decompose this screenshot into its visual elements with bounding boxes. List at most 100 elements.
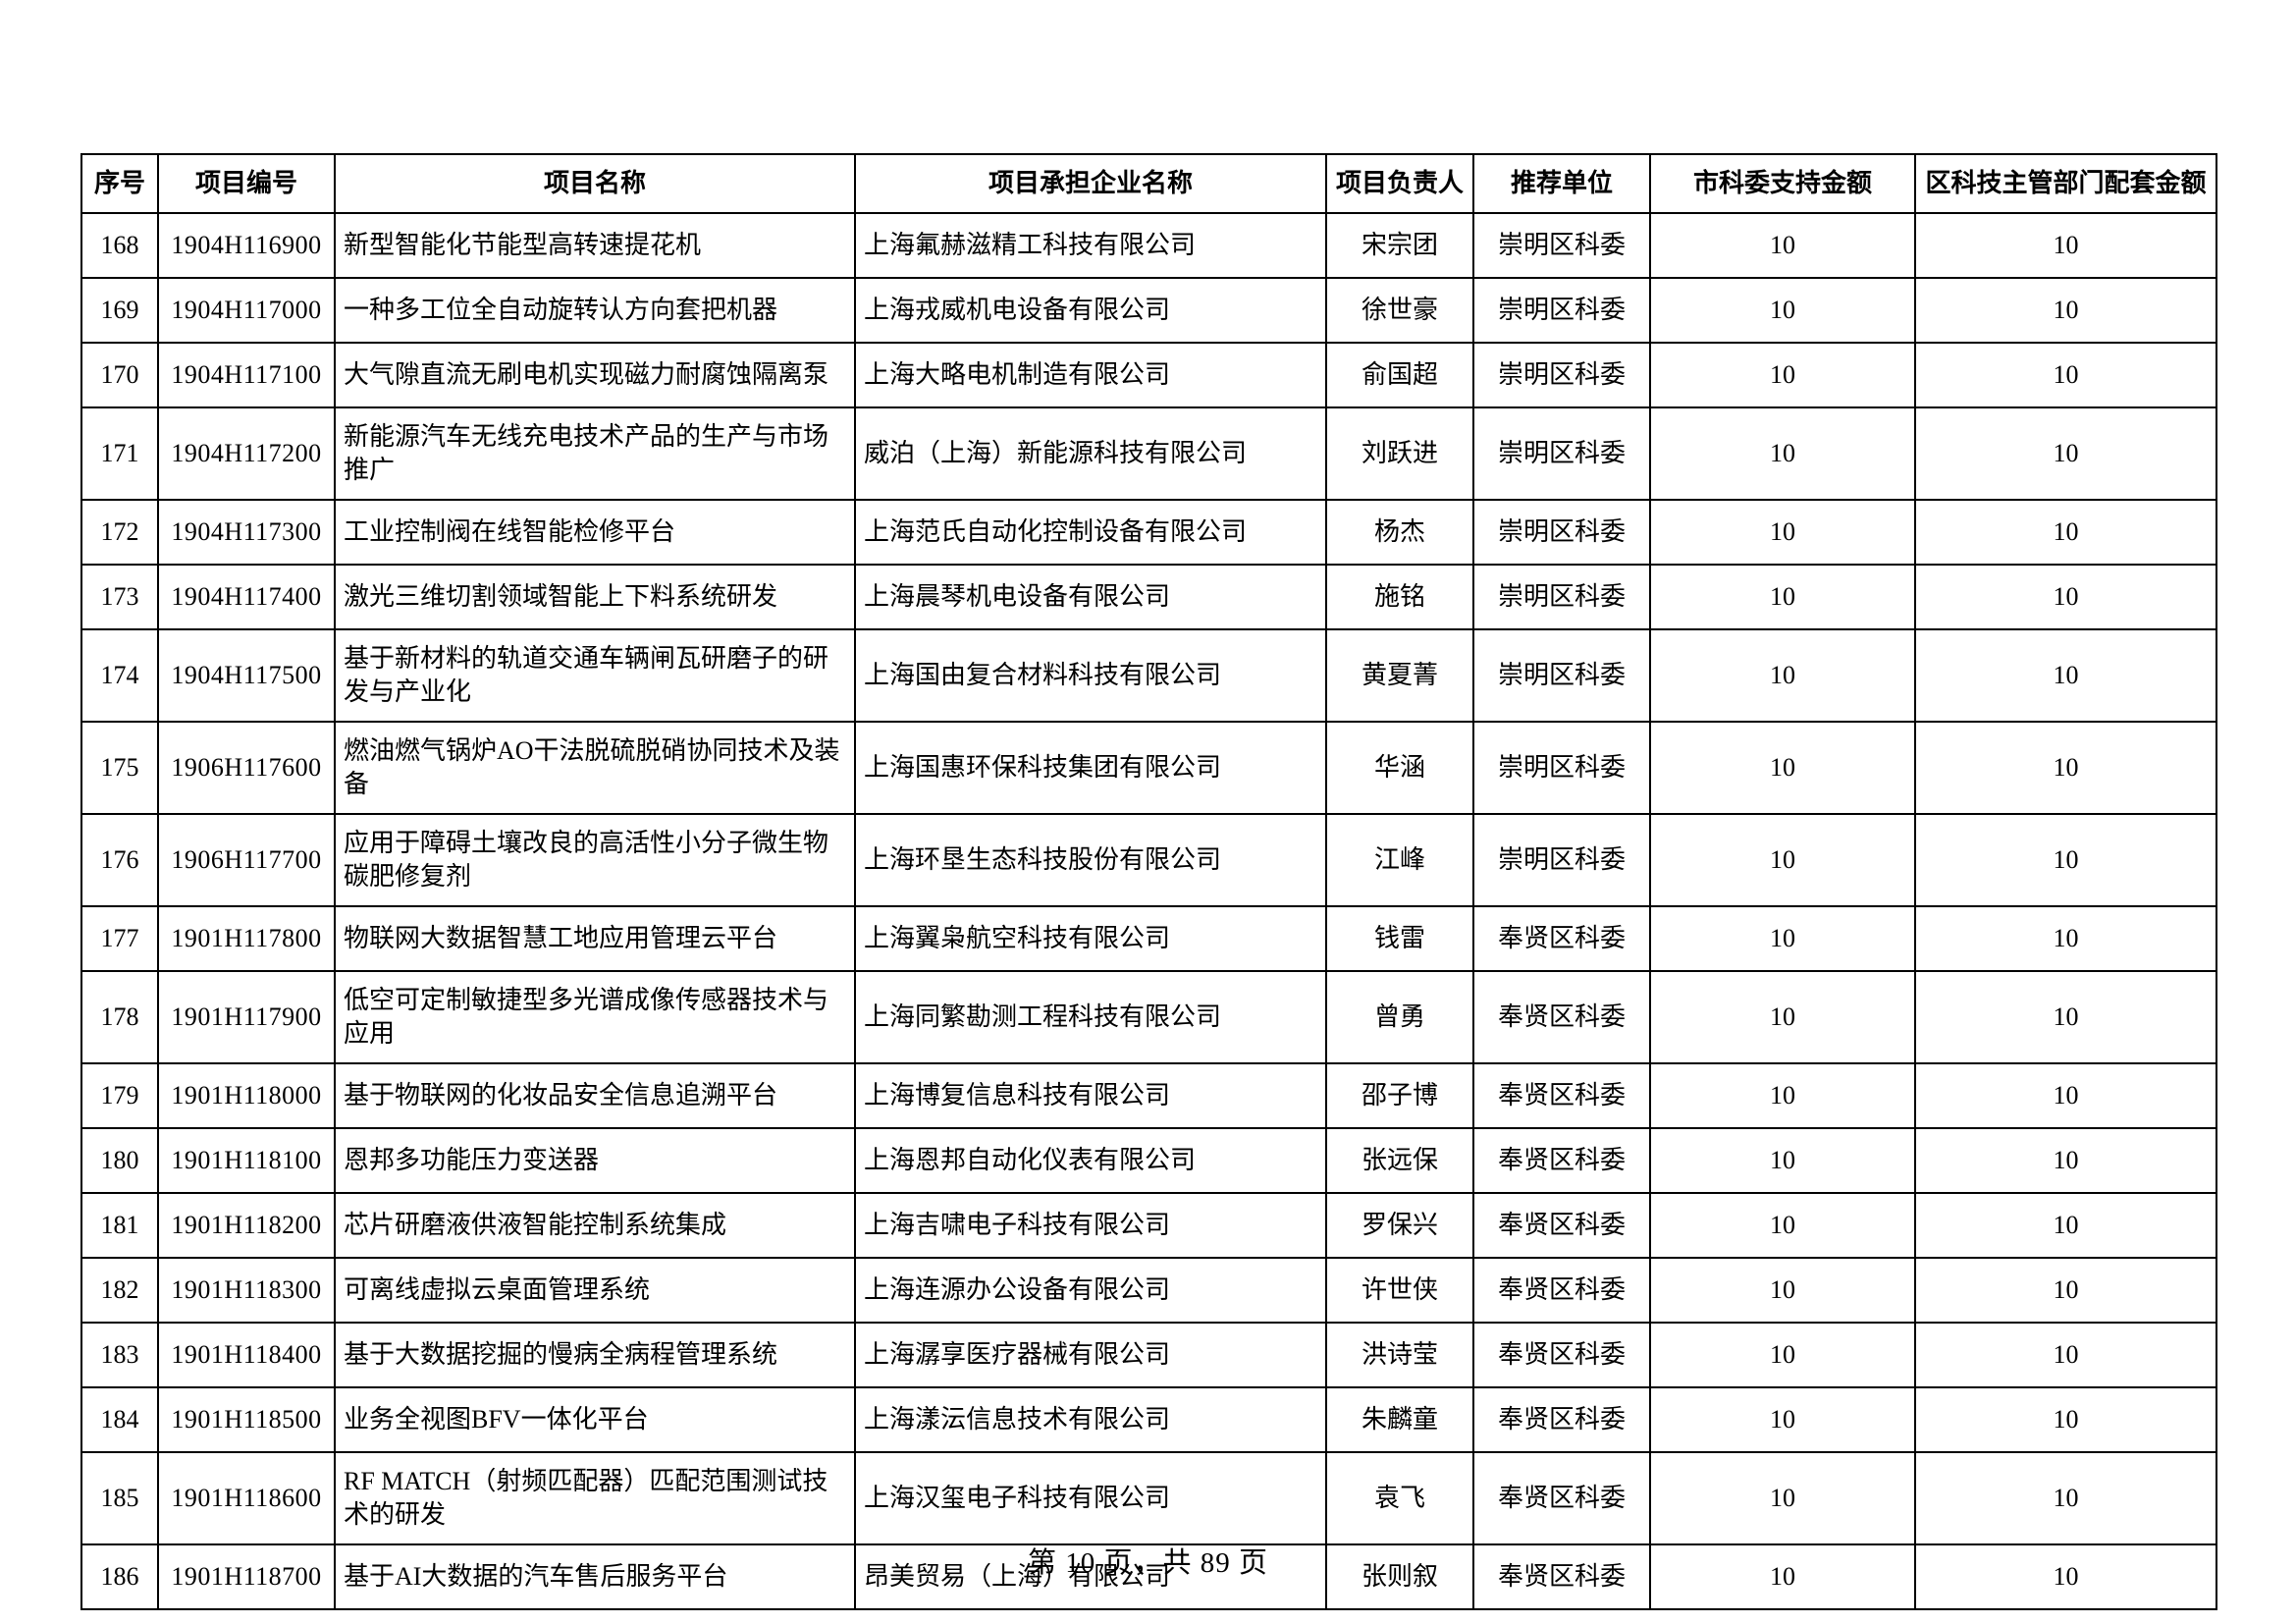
cell-project-code: 1904H117000	[157, 277, 336, 344]
cell-city-amount: 10	[1649, 628, 1916, 723]
cell-project-name: 业务全视图BFV一体化平台	[334, 1386, 856, 1453]
table-body: 168 1904H116900 新型智能化节能型高转速提花机 上海氟赫滋精工科技有限公…	[80, 212, 2217, 1610]
cell-project-leader: 袁飞	[1325, 1451, 1474, 1545]
table-row: 176 1906H117700 应用于障碍土壤改良的高活性小分子微生物碳肥修复剂 上海…	[80, 813, 2217, 907]
cell-recommend-unit: 奉贤区科委	[1472, 1543, 1651, 1610]
cell-company-name: 上海国惠环保科技集团有限公司	[854, 721, 1327, 815]
cell-project-leader: 杨杰	[1325, 499, 1474, 566]
cell-seq: 175	[80, 721, 159, 815]
footer-page-label: 第 10 页，共 89 页	[1027, 1547, 1268, 1579]
column-header-city-amount: 市科委支持金额	[1649, 153, 1916, 214]
page-footer: 第 10 页，共 89 页	[0, 1540, 2296, 1581]
cell-recommend-unit: 崇明区科委	[1472, 406, 1651, 501]
column-header-leader: 项目负责人	[1325, 153, 1474, 214]
header-row: 序号 项目编号 项目名称 项目承担企业名称 项目负责人 推荐单位 市科委支持金额…	[80, 153, 2217, 214]
cell-project-leader: 朱麟童	[1325, 1386, 1474, 1453]
cell-project-leader: 洪诗莹	[1325, 1322, 1474, 1388]
grant-table: 序号 项目编号 项目名称 项目承担企业名称 项目负责人 推荐单位 市科委支持金额…	[80, 153, 2217, 1610]
cell-district-amount: 10	[1914, 1322, 2217, 1388]
cell-district-amount: 10	[1914, 1062, 2217, 1129]
cell-project-code: 1904H117400	[157, 564, 336, 630]
column-header-name: 项目名称	[334, 153, 856, 214]
cell-project-name: 燃油燃气锅炉AO干法脱硫脱硝协同技术及装备	[334, 721, 856, 815]
cell-company-name: 上海大略电机制造有限公司	[854, 342, 1327, 408]
cell-seq: 173	[80, 564, 159, 630]
cell-company-name: 昂美贸易（上海）有限公司	[854, 1543, 1327, 1610]
cell-project-leader: 徐世豪	[1325, 277, 1474, 344]
cell-seq: 186	[80, 1543, 159, 1610]
cell-city-amount: 10	[1649, 1451, 1916, 1545]
cell-district-amount: 10	[1914, 212, 2217, 279]
cell-company-name: 上海氟赫滋精工科技有限公司	[854, 212, 1327, 279]
cell-project-code: 1904H117500	[157, 628, 336, 723]
cell-city-amount: 10	[1649, 277, 1916, 344]
cell-recommend-unit: 崇明区科委	[1472, 564, 1651, 630]
cell-city-amount: 10	[1649, 212, 1916, 279]
cell-seq: 182	[80, 1257, 159, 1324]
cell-project-code: 1904H116900	[157, 212, 336, 279]
cell-district-amount: 10	[1914, 564, 2217, 630]
cell-project-name: 基于新材料的轨道交通车辆闸瓦研磨子的研发与产业化	[334, 628, 856, 723]
cell-project-name: 大气隙直流无刷电机实现磁力耐腐蚀隔离泵	[334, 342, 856, 408]
cell-recommend-unit: 崇明区科委	[1472, 628, 1651, 723]
cell-seq: 180	[80, 1127, 159, 1194]
cell-project-name: 恩邦多功能压力变送器	[334, 1127, 856, 1194]
cell-district-amount: 10	[1914, 1386, 2217, 1453]
cell-recommend-unit: 奉贤区科委	[1472, 1192, 1651, 1259]
cell-recommend-unit: 崇明区科委	[1472, 499, 1651, 566]
cell-company-name: 上海戎威机电设备有限公司	[854, 277, 1327, 344]
cell-project-code: 1906H117700	[157, 813, 336, 907]
cell-city-amount: 10	[1649, 1192, 1916, 1259]
cell-project-code: 1901H118500	[157, 1386, 336, 1453]
cell-district-amount: 10	[1914, 721, 2217, 815]
cell-company-name: 上海晨琴机电设备有限公司	[854, 564, 1327, 630]
table-row: 183 1901H118400 基于大数据挖掘的慢病全病程管理系统 上海潺享医疗器械有…	[80, 1322, 2217, 1388]
cell-seq: 181	[80, 1192, 159, 1259]
cell-recommend-unit: 崇明区科委	[1472, 721, 1651, 815]
cell-company-name: 上海环垦生态科技股份有限公司	[854, 813, 1327, 907]
cell-project-leader: 宋宗团	[1325, 212, 1474, 279]
cell-project-code: 1901H118000	[157, 1062, 336, 1129]
cell-city-amount: 10	[1649, 1127, 1916, 1194]
cell-district-amount: 10	[1914, 499, 2217, 566]
cell-project-leader: 邵子博	[1325, 1062, 1474, 1129]
cell-company-name: 上海国由复合材料科技有限公司	[854, 628, 1327, 723]
cell-district-amount: 10	[1914, 1192, 2217, 1259]
cell-seq: 172	[80, 499, 159, 566]
cell-seq: 171	[80, 406, 159, 501]
table-row: 170 1904H117100 大气隙直流无刷电机实现磁力耐腐蚀隔离泵 上海大略电机制…	[80, 342, 2217, 408]
table-row: 173 1904H117400 激光三维切割领域智能上下料系统研发 上海晨琴机电设备有…	[80, 564, 2217, 630]
cell-project-code: 1901H117900	[157, 970, 336, 1064]
cell-city-amount: 10	[1649, 905, 1916, 972]
cell-company-name: 上海漾沄信息技术有限公司	[854, 1386, 1327, 1453]
cell-company-name: 上海连源办公设备有限公司	[854, 1257, 1327, 1324]
table-row: 186 1901H118700 基于AI大数据的汽车售后服务平台 昂美贸易（上海）有限…	[80, 1543, 2217, 1610]
cell-project-leader: 俞国超	[1325, 342, 1474, 408]
table-row: 180 1901H118100 恩邦多功能压力变送器 上海恩邦自动化仪表有限公司 张远保…	[80, 1127, 2217, 1194]
cell-district-amount: 10	[1914, 970, 2217, 1064]
cell-seq: 168	[80, 212, 159, 279]
cell-company-name: 上海吉啸电子科技有限公司	[854, 1192, 1327, 1259]
table-row: 178 1901H117900 低空可定制敏捷型多光谱成像传感器技术与应用 上海同繁勘…	[80, 970, 2217, 1064]
column-header-seq: 序号	[80, 153, 159, 214]
cell-district-amount: 10	[1914, 1451, 2217, 1545]
cell-project-leader: 刘跃进	[1325, 406, 1474, 501]
cell-city-amount: 10	[1649, 1257, 1916, 1324]
cell-seq: 183	[80, 1322, 159, 1388]
cell-project-name: 新型智能化节能型高转速提花机	[334, 212, 856, 279]
cell-project-name: 物联网大数据智慧工地应用管理云平台	[334, 905, 856, 972]
cell-recommend-unit: 奉贤区科委	[1472, 1062, 1651, 1129]
table-row: 169 1904H117000 一种多工位全自动旋转认方向套把机器 上海戎威机电设备有…	[80, 277, 2217, 344]
table-row: 184 1901H118500 业务全视图BFV一体化平台 上海漾沄信息技术有限公司朱…	[80, 1386, 2217, 1453]
cell-city-amount: 10	[1649, 1062, 1916, 1129]
table-row: 185 1901H118600 RF MATCH（射频匹配器）匹配范围测试技术的研发…	[80, 1451, 2217, 1545]
cell-project-name: 基于大数据挖掘的慢病全病程管理系统	[334, 1322, 856, 1388]
cell-project-code: 1901H118100	[157, 1127, 336, 1194]
cell-district-amount: 10	[1914, 1127, 2217, 1194]
cell-district-amount: 10	[1914, 905, 2217, 972]
cell-seq: 184	[80, 1386, 159, 1453]
cell-recommend-unit: 奉贤区科委	[1472, 1451, 1651, 1545]
cell-seq: 177	[80, 905, 159, 972]
cell-seq: 185	[80, 1451, 159, 1545]
